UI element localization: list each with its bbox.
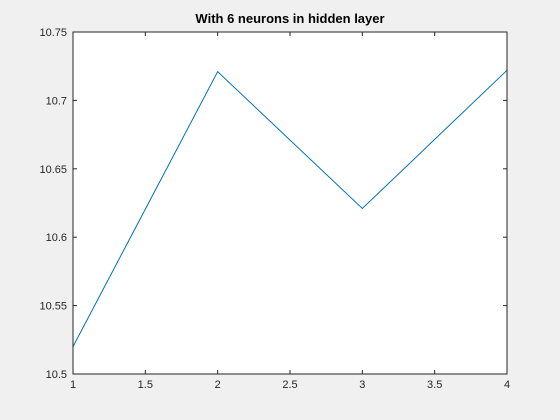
x-tick-label: 3.5 <box>427 379 442 391</box>
x-tick-label: 2 <box>215 379 221 391</box>
x-tick-label: 1.5 <box>138 379 153 391</box>
x-tick-label: 1 <box>70 379 76 391</box>
x-tick-label: 2.5 <box>282 379 297 391</box>
y-tick-label: 10.75 <box>39 27 67 39</box>
chart-title: With 6 neurons in hidden layer <box>195 11 384 26</box>
y-tick-label: 10.5 <box>46 369 67 381</box>
series-line-1 <box>72 69 508 347</box>
axes-background <box>73 32 507 374</box>
y-tick-label: 10.6 <box>46 232 67 244</box>
x-tick-label: 4 <box>504 379 510 391</box>
y-tick-label: 10.55 <box>39 301 67 313</box>
y-tick-label: 10.7 <box>46 95 67 107</box>
y-tick-label: 10.65 <box>39 164 67 176</box>
x-tick-label: 3 <box>359 379 365 391</box>
axes-box <box>72 31 508 375</box>
ticks-layer: 1 1.5 2 2.5 3 3.5 4 10.5 10.55 10.6 10.65 10.7 10.75 <box>39 27 510 391</box>
